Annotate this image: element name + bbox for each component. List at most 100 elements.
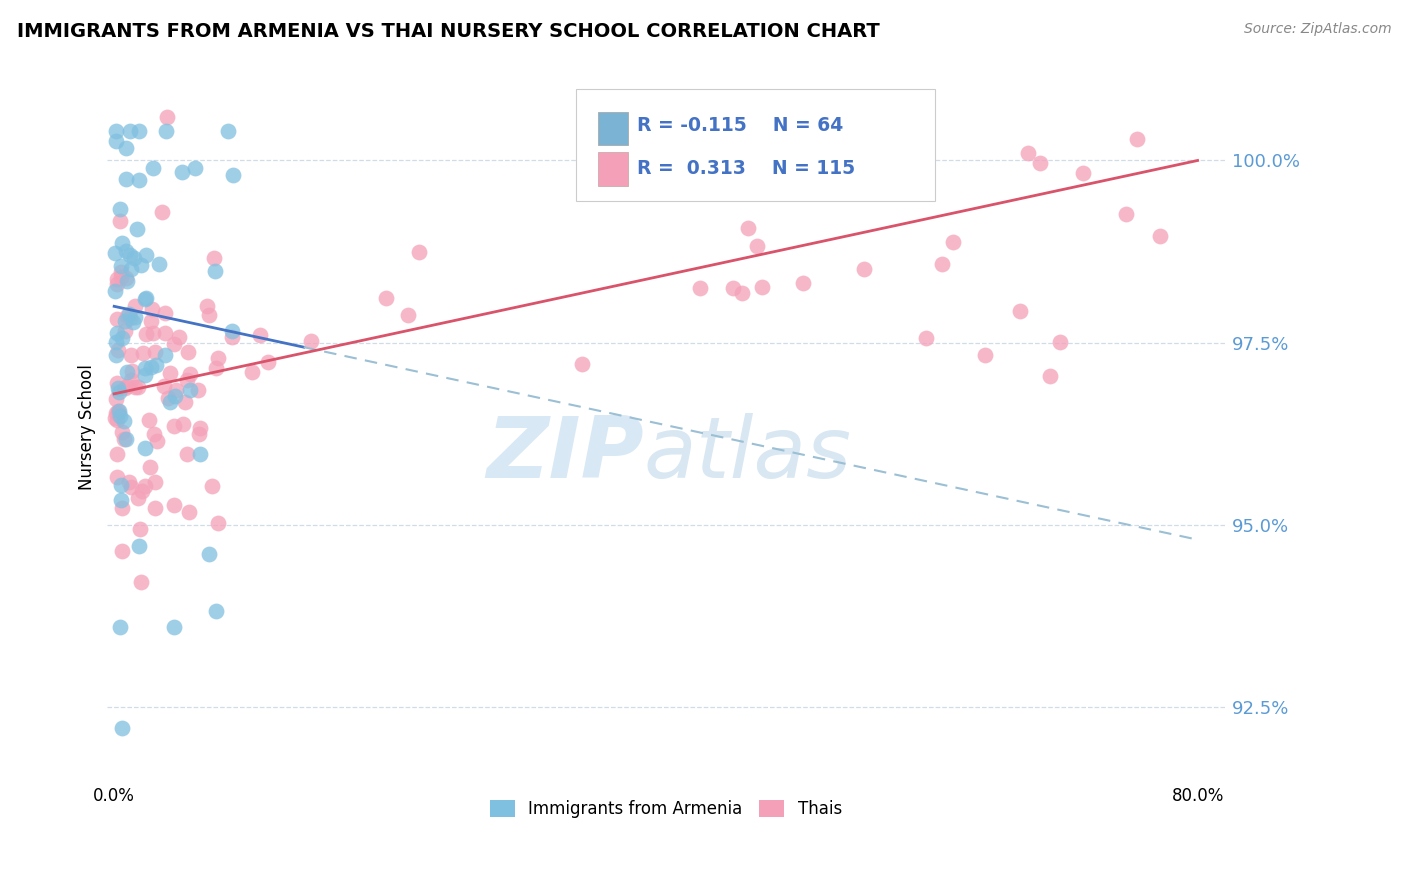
- Point: [134, 441, 156, 455]
- Text: R =  0.313    N = 115: R = 0.313 N = 115: [637, 159, 855, 178]
- Point: [114, 324, 136, 338]
- Point: [124, 380, 146, 394]
- Text: ZIP: ZIP: [486, 413, 644, 497]
- Point: [747, 239, 769, 253]
- Point: [172, 417, 194, 431]
- Point: [128, 522, 150, 536]
- Point: [153, 348, 176, 362]
- Point: [127, 222, 149, 236]
- Point: [179, 367, 201, 381]
- Point: [115, 365, 138, 379]
- Point: [107, 385, 129, 400]
- Point: [118, 247, 141, 261]
- Point: [111, 721, 134, 735]
- Point: [731, 286, 754, 301]
- Point: [156, 110, 179, 124]
- Point: [374, 291, 396, 305]
- Point: [127, 491, 149, 505]
- Point: [1049, 335, 1071, 350]
- Point: [120, 348, 142, 362]
- Point: [190, 447, 212, 461]
- Point: [118, 124, 141, 138]
- Point: [1028, 156, 1050, 170]
- Point: [110, 270, 132, 285]
- Point: [105, 134, 128, 148]
- Point: [124, 299, 146, 313]
- Point: [110, 236, 132, 251]
- Point: [105, 326, 128, 340]
- Point: [132, 346, 155, 360]
- Point: [108, 214, 131, 228]
- Point: [134, 479, 156, 493]
- Point: [153, 378, 176, 392]
- Point: [105, 447, 128, 461]
- Point: [142, 161, 165, 175]
- Point: [737, 221, 759, 235]
- Point: [150, 205, 173, 219]
- Point: [942, 235, 965, 250]
- Point: [117, 274, 139, 288]
- Text: R = -0.115    N = 64: R = -0.115 N = 64: [637, 116, 844, 136]
- Point: [1115, 207, 1137, 221]
- Point: [107, 406, 129, 420]
- Point: [139, 459, 162, 474]
- Point: [115, 432, 138, 446]
- Point: [120, 480, 142, 494]
- Point: [222, 169, 245, 183]
- Y-axis label: Nursery School: Nursery School: [79, 364, 96, 490]
- Point: [115, 309, 138, 323]
- Point: [105, 271, 128, 285]
- Point: [118, 310, 141, 325]
- Point: [931, 258, 953, 272]
- Point: [135, 326, 157, 341]
- Point: [107, 380, 129, 394]
- Point: [796, 134, 818, 148]
- Point: [207, 351, 229, 365]
- Point: [179, 383, 201, 397]
- Point: [177, 344, 200, 359]
- Point: [107, 469, 129, 483]
- Point: [110, 265, 132, 279]
- Legend: Immigrants from Armenia, Thais: Immigrants from Armenia, Thais: [484, 794, 849, 825]
- Point: [110, 425, 132, 439]
- Point: [221, 324, 243, 338]
- Point: [176, 373, 198, 387]
- Point: [176, 447, 198, 461]
- Point: [165, 383, 187, 397]
- Point: [217, 124, 239, 138]
- Point: [153, 305, 176, 319]
- Point: [134, 360, 156, 375]
- Point: [197, 308, 219, 322]
- Point: [131, 483, 153, 498]
- Point: [187, 427, 209, 442]
- Point: [143, 475, 166, 490]
- Point: [138, 413, 160, 427]
- Point: [124, 310, 146, 324]
- Point: [689, 281, 711, 295]
- Point: [112, 432, 135, 446]
- Point: [115, 244, 138, 258]
- Point: [143, 501, 166, 516]
- Point: [143, 345, 166, 359]
- Point: [249, 328, 271, 343]
- Point: [104, 124, 127, 138]
- Point: [148, 257, 170, 271]
- Point: [114, 313, 136, 327]
- Point: [174, 395, 197, 409]
- Point: [190, 420, 212, 434]
- Point: [240, 365, 263, 379]
- Point: [141, 314, 163, 328]
- Point: [104, 246, 127, 260]
- Point: [110, 619, 132, 633]
- Point: [145, 358, 167, 372]
- Point: [974, 348, 997, 362]
- Point: [745, 110, 768, 124]
- Point: [172, 164, 194, 178]
- Point: [163, 418, 186, 433]
- Point: [179, 505, 201, 519]
- Point: [914, 331, 936, 345]
- Point: [163, 498, 186, 512]
- Point: [256, 355, 278, 369]
- Point: [107, 277, 129, 291]
- Point: [105, 376, 128, 390]
